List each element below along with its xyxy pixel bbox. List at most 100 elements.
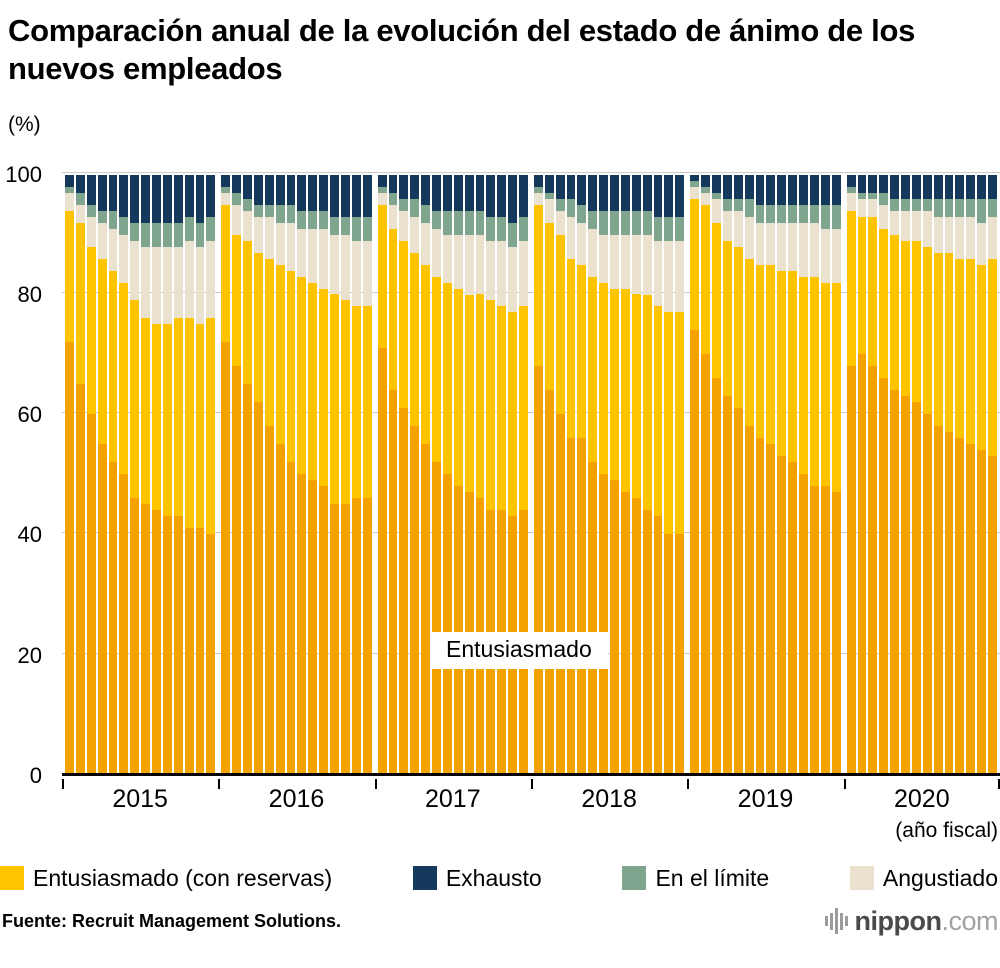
bar-segment [577,174,587,205]
bar-segment [340,300,350,504]
stacked-bar [351,174,361,773]
bar-segment [65,186,74,193]
bar-segment [497,216,507,241]
legend: Entusiasmado (con reservas) Exhausto En el… [0,865,998,892]
bar-segment [653,216,663,241]
plot-area: Entusiasmado [62,171,1000,776]
bar-segment [857,174,867,193]
gridline [62,171,1000,173]
bar-segment [141,318,150,504]
bar-segment [297,276,307,474]
bar-segment [610,234,619,289]
bar-segment [497,174,507,217]
bar-segment [933,216,943,253]
bar-segment [351,216,361,241]
bar-segment [977,174,987,199]
stacked-bar [421,174,431,773]
bar-segment [868,192,878,199]
bar-segment [464,294,474,492]
legend-label: Exhausto [445,864,542,891]
bar-group-2020 [844,174,1000,773]
bar-segment [722,198,732,211]
bar-segment [421,174,431,205]
bar-segment [162,324,172,516]
bar-segment [75,222,85,385]
stacked-bar [820,174,830,773]
stacked-bar [831,174,841,773]
bar-segment [722,240,732,397]
bar-segment [901,396,910,773]
bar-segment [232,234,242,367]
stacked-bar [173,174,183,773]
stacked-bar [508,174,518,773]
stacked-bar [286,174,296,773]
bar-segment [162,222,172,247]
x-axis-tick [843,778,846,789]
bar-segment [566,258,576,438]
bar-groups [62,174,1000,773]
bar-segment [86,174,96,205]
bar-segment [340,503,350,773]
bar-segment [755,222,765,265]
bar-segment [890,198,900,211]
bar-segment [432,228,441,277]
bar-segment [221,186,231,193]
bar-segment [809,174,819,205]
bar-segment [722,174,732,199]
x-tick-label: 2016 [268,784,325,813]
stacked-bar [195,174,205,773]
stacked-bar [475,174,485,773]
bar-segment [831,491,841,773]
bar-segment [755,174,765,205]
bar-segment [362,240,372,307]
bar-segment [857,354,867,773]
bar-segment [799,222,808,277]
bar-segment [195,324,205,528]
stacked-bar [297,174,307,773]
bar-segment [162,174,172,223]
bar-segment [620,210,630,235]
bar-segment [901,210,910,241]
bar-group-2015 [62,174,218,773]
stacked-bar [497,174,507,773]
bar-segment [286,174,296,205]
bar-segment [119,234,129,283]
bar-segment [464,210,474,235]
stacked-bar [206,174,216,773]
bar-segment [432,174,441,211]
bar-segment [868,216,878,367]
bar-segment [922,174,932,199]
bar-segment [195,222,205,247]
bar-segment [788,222,798,271]
x-tick-label: 2020 [894,784,950,813]
bar-segment [966,443,976,773]
bar-segment [243,210,252,241]
bar-segment [319,174,329,211]
bar-segment [566,438,576,773]
bar-segment [955,198,965,217]
bar-segment [722,396,732,773]
bar-segment [701,204,711,355]
bar-segment [275,204,285,223]
stacked-bar [319,174,329,773]
bar-segment [809,204,819,223]
bar-segment [173,246,183,319]
bar-segment [690,180,700,187]
bar-segment [664,312,674,534]
bar-segment [184,216,194,241]
stacked-bar [388,174,398,773]
bar-segment [620,491,630,773]
legend-item: Exhausto [412,864,542,892]
bar-segment [75,384,85,773]
bar-segment [555,198,565,211]
bar-segment [453,288,463,486]
bar-segment [846,366,856,773]
bar-segment [221,204,231,343]
bar-segment [533,186,543,193]
bar-segment [97,258,107,444]
stacked-bar [599,174,609,773]
bar-segment [712,378,721,773]
bar-segment [388,390,398,773]
bar-segment [846,192,856,211]
bar-segment [599,174,609,211]
